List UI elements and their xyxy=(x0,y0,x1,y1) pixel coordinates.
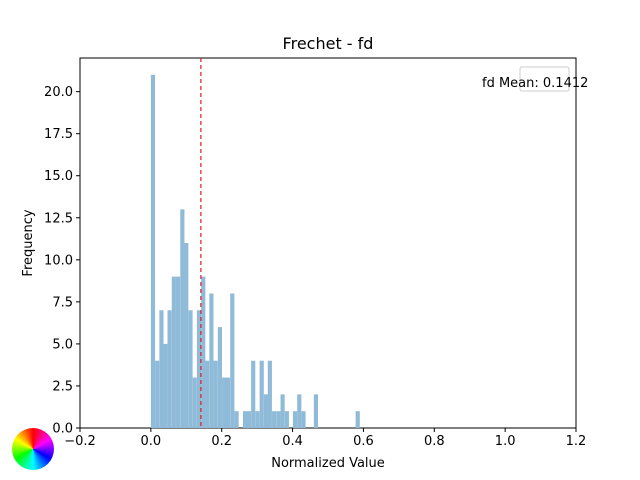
y-tick-label: 17.5 xyxy=(44,127,73,142)
y-axis-ticks: 0.0 2.5 5.0 7.5 10.0 12.5 15.0 17.5 20.0 xyxy=(44,85,80,437)
histogram-bar xyxy=(255,411,260,428)
histogram-bar xyxy=(297,394,302,428)
bars-group xyxy=(150,74,360,429)
color-wheel-icon xyxy=(12,428,54,470)
histogram-bar xyxy=(222,377,227,428)
histogram-bar xyxy=(242,411,248,428)
histogram-bar xyxy=(184,243,189,428)
histogram-bar xyxy=(284,411,289,428)
histogram-bar xyxy=(251,360,256,428)
histogram-bar xyxy=(246,411,252,428)
legend-label: fd Mean: 0.1412 xyxy=(482,76,588,91)
histogram-bar xyxy=(213,360,218,428)
histogram-bar xyxy=(167,310,172,428)
histogram-bar xyxy=(225,377,231,428)
y-tick-label: 15.0 xyxy=(44,169,73,184)
histogram-bar xyxy=(313,394,319,428)
x-tick-label: 0.8 xyxy=(424,434,445,449)
x-tick-label: 0.6 xyxy=(353,434,374,449)
x-axis-ticks: −0.2 0.0 0.2 0.4 0.6 0.8 1.0 1.2 xyxy=(64,428,586,449)
histogram-bar xyxy=(201,276,206,428)
histogram-bar xyxy=(171,276,176,428)
x-axis-label: Normalized Value xyxy=(271,456,385,471)
y-tick-label: 2.5 xyxy=(52,379,73,394)
y-tick-label: 0.0 xyxy=(52,422,73,437)
plot-area xyxy=(79,57,577,429)
x-tick-label: 1.0 xyxy=(495,434,516,449)
plot-frame xyxy=(79,57,577,429)
histogram-bar xyxy=(163,343,168,428)
histogram-bar xyxy=(196,310,202,428)
histogram-bar xyxy=(280,394,285,428)
x-tick-label: 0.0 xyxy=(141,434,162,449)
histogram-bar xyxy=(276,411,281,428)
histogram-bar xyxy=(292,411,298,428)
histogram-bar xyxy=(150,74,156,429)
legend-box xyxy=(519,66,570,92)
y-tick-label: 7.5 xyxy=(52,295,73,310)
y-tick-label: 5.0 xyxy=(52,337,73,352)
x-tick-label: 0.4 xyxy=(282,434,303,449)
histogram-bar xyxy=(267,360,272,428)
x-tick-label: 0.2 xyxy=(211,434,232,449)
histogram-bar xyxy=(209,293,214,428)
histogram-bar xyxy=(301,411,306,428)
histogram-bar xyxy=(234,411,239,428)
histogram-bar xyxy=(217,327,222,428)
histogram-bar xyxy=(176,276,181,428)
histogram-bar xyxy=(188,310,193,428)
legend: fd Mean: 0.1412 xyxy=(482,66,588,92)
y-tick-label: 10.0 xyxy=(44,253,73,268)
histogram-bar xyxy=(272,411,277,428)
x-tick-label: −0.2 xyxy=(64,434,96,449)
histogram-bar xyxy=(192,377,197,428)
y-tick-label: 12.5 xyxy=(44,211,73,226)
histogram-bar xyxy=(159,310,164,428)
histogram-bar xyxy=(155,360,160,428)
y-tick-label: 20.0 xyxy=(44,85,73,100)
histogram-bar xyxy=(355,411,360,428)
histogram-bar xyxy=(263,394,269,428)
y-axis-label: Frequency xyxy=(21,209,36,276)
histogram-bar xyxy=(205,360,210,428)
histogram-bar xyxy=(180,209,185,428)
chart-title: Frechet - fd xyxy=(283,34,374,53)
x-tick-label: 1.2 xyxy=(566,434,587,449)
histogram-bar xyxy=(230,293,235,428)
histogram-bar xyxy=(259,360,264,428)
